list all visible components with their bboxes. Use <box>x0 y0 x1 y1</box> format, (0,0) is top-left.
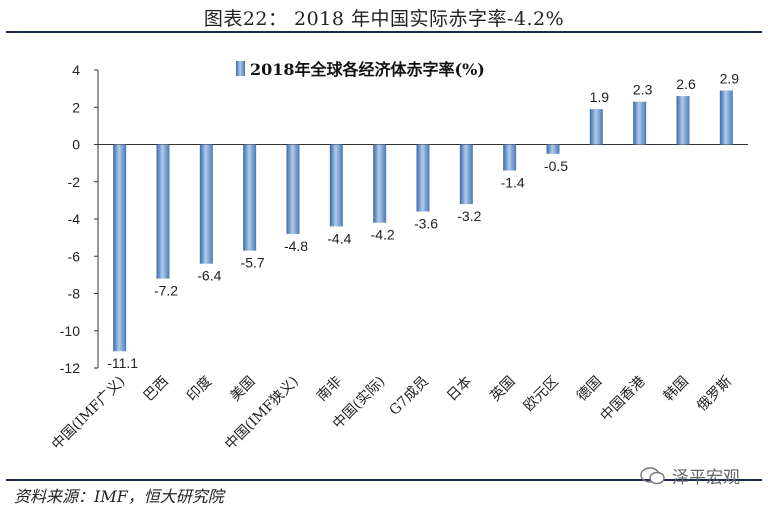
legend: 2018年全球各经济体赤字率(%) <box>236 60 485 79</box>
data-label: -1.4 <box>501 175 525 191</box>
bar <box>503 144 517 171</box>
y-tick-label: -2 <box>68 174 81 190</box>
category-label: G7成员 <box>387 374 432 419</box>
bar <box>546 144 560 154</box>
bar <box>676 96 690 145</box>
category-label: 俄罗斯 <box>694 374 735 415</box>
y-tick-label: 2 <box>72 99 80 115</box>
data-label: 1.9 <box>590 89 610 105</box>
category-label: 英国 <box>487 373 519 405</box>
bar <box>459 144 473 205</box>
data-label: -5.7 <box>241 255 265 271</box>
bars: -11.1 -7.2 -6.4 -5.7 -4.8 -4.4 -4.2 -3.6 -3.2 -1.… <box>107 70 739 371</box>
category-label: 美国 <box>227 374 258 405</box>
top-rule <box>6 31 762 33</box>
data-label: 2.9 <box>720 70 740 86</box>
bottom-rule <box>6 479 762 481</box>
data-label: -7.2 <box>154 283 178 299</box>
legend-swatch <box>236 61 245 76</box>
data-label: -4.8 <box>284 238 308 254</box>
category-label: 印度 <box>184 374 215 405</box>
source-note: 资料来源：IMF，恒大研究院 <box>14 487 224 506</box>
y-tick-label: 0 <box>72 137 80 153</box>
data-label: -4.2 <box>371 227 395 243</box>
category-label: 日本 <box>444 374 475 405</box>
y-tick-label: -8 <box>68 286 81 302</box>
bar <box>286 144 300 234</box>
bar <box>633 101 647 145</box>
data-label: -11.1 <box>107 355 138 371</box>
y-tick-label: 4 <box>72 62 80 78</box>
bar <box>719 90 733 145</box>
y-tick-label: -6 <box>68 248 81 264</box>
data-label: 2.3 <box>633 82 653 98</box>
data-label: 2.6 <box>676 76 696 92</box>
category-label: 德国 <box>574 374 605 405</box>
data-label: -6.4 <box>197 268 221 284</box>
bar <box>329 144 343 227</box>
category-label: 韩国 <box>661 374 692 405</box>
data-label: -3.6 <box>414 216 438 232</box>
data-label: -3.2 <box>457 208 481 224</box>
category-label: 欧元区 <box>521 374 562 415</box>
bar <box>416 144 430 212</box>
category-label: 巴西 <box>141 374 172 405</box>
bar <box>589 109 603 145</box>
y-tick-label: -12 <box>60 360 80 376</box>
category-label: 南非 <box>314 374 345 405</box>
bar <box>243 144 257 251</box>
figure-title: 图表22： 2018 年中国实际赤字率-4.2% <box>203 8 565 30</box>
legend-label: 2018年全球各经济体赤字率(%) <box>250 60 485 79</box>
category-label: 中国(IMF广义) <box>49 374 129 454</box>
y-tick-label: -10 <box>60 323 80 339</box>
data-label: -4.4 <box>327 230 351 246</box>
category-label: 中国香港 <box>598 374 649 425</box>
bar <box>113 144 127 352</box>
watermark: 泽平宏观 <box>640 463 740 488</box>
data-label: -0.5 <box>544 158 568 174</box>
watermark-text: 泽平宏观 <box>672 468 740 488</box>
bar <box>156 144 170 279</box>
bar <box>199 144 213 264</box>
y-tick-label: -4 <box>68 211 81 227</box>
bar <box>373 144 387 223</box>
wechat-icon <box>640 466 665 484</box>
